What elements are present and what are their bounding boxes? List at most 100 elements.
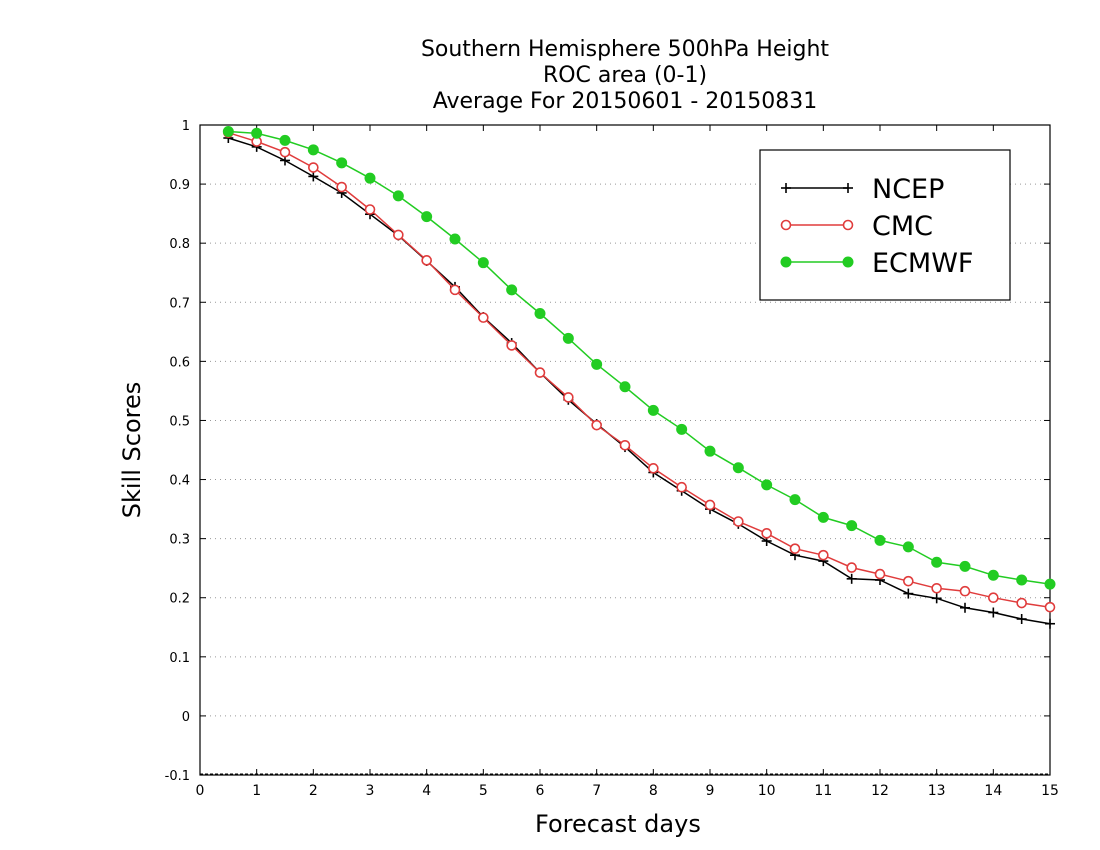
data-point [421, 255, 432, 266]
data-point [534, 367, 546, 378]
data-point [364, 204, 376, 215]
y-tick-label: 0.3 [169, 533, 190, 548]
x-tick-label: 0 [196, 783, 205, 799]
data-point [874, 568, 886, 580]
data-point [704, 499, 716, 511]
x-tick-label: 6 [536, 783, 545, 799]
legend-marker [842, 256, 854, 268]
data-point [421, 211, 433, 223]
x-tick-label: 12 [871, 783, 889, 799]
legend-marker [842, 219, 854, 231]
data-point [449, 284, 461, 296]
x-tick-label: 10 [758, 783, 776, 799]
legend-label: NCEP [872, 174, 944, 205]
data-point [732, 462, 744, 474]
chart-title-line-1: Southern Hemisphere 500hPa Height [420, 37, 830, 62]
data-point [903, 575, 914, 587]
data-point [846, 562, 857, 573]
data-point [1016, 574, 1028, 586]
data-point [1016, 597, 1027, 609]
data-point [279, 146, 291, 158]
x-tick-label: 13 [928, 783, 946, 799]
axes: -0.100.10.20.30.40.50.60.70.80.910 1 2 3 4 5 6… [165, 119, 1059, 799]
series-lines [222, 126, 1056, 629]
data-point [761, 528, 772, 539]
x-tick-label: 11 [814, 783, 832, 799]
x-tick-label: 4 [422, 783, 431, 799]
data-point [251, 127, 263, 139]
data-point [789, 494, 801, 506]
y-tick-label: 0.8 [169, 237, 190, 252]
data-point [392, 190, 404, 202]
data-point [336, 181, 347, 193]
data-point [562, 332, 574, 344]
y-tick-label: 0.2 [169, 592, 190, 607]
series-cmc [223, 127, 1056, 613]
data-point [307, 144, 319, 156]
x-tick-label: 3 [366, 783, 375, 799]
data-point [846, 520, 858, 532]
data-point [477, 257, 489, 269]
data-point [619, 381, 631, 393]
plot-frame [199, 124, 1051, 776]
data-point [818, 549, 829, 561]
x-tick-label: 7 [592, 783, 601, 799]
x-tick-label: 15 [1041, 783, 1059, 799]
data-point [676, 481, 687, 493]
y-axis-title: Skill Scores [118, 381, 146, 519]
data-point [619, 439, 631, 451]
data-point [931, 556, 943, 568]
data-point [817, 511, 829, 523]
series-ecmwf [222, 126, 1056, 590]
y-tick-label: -0.1 [165, 769, 190, 784]
data-point [1044, 601, 1056, 613]
data-point [959, 560, 971, 572]
data-point [733, 516, 744, 527]
data-point [874, 534, 886, 546]
data-point [279, 134, 291, 146]
y-tick-label: 0.7 [169, 296, 190, 311]
data-point [563, 392, 574, 403]
data-point [506, 284, 518, 296]
y-tick-label: 0.4 [169, 474, 190, 489]
y-tick-label: 0.5 [169, 414, 190, 429]
data-point [987, 569, 999, 581]
data-point [364, 172, 376, 184]
data-point [449, 233, 461, 245]
x-tick-label: 5 [479, 783, 488, 799]
y-tick-label: 1 [182, 119, 190, 134]
data-point [789, 543, 801, 554]
data-point [506, 340, 517, 351]
legend-item-cmc: CMC [780, 211, 933, 242]
data-point [393, 229, 404, 241]
y-tick-label: 0.6 [169, 355, 190, 370]
data-point [648, 463, 659, 474]
x-tick-label: 9 [706, 783, 715, 799]
data-point [931, 582, 942, 594]
chart-title-line-2: ROC area (0-1) [542, 63, 708, 88]
y-tick-label: 0.1 [169, 651, 190, 666]
data-point [478, 312, 489, 323]
x-tick-label: 1 [252, 783, 261, 799]
data-point [902, 541, 914, 553]
data-point [704, 445, 716, 457]
data-point [761, 479, 773, 491]
data-point [676, 423, 688, 435]
data-point [591, 358, 603, 370]
x-axis-title: Forecast days [535, 810, 701, 838]
data-point [308, 162, 319, 173]
data-point [222, 126, 234, 137]
data-point [647, 404, 659, 416]
y-tick-label: 0.9 [169, 178, 190, 193]
data-point [336, 157, 348, 169]
data-point [988, 592, 999, 604]
legend-item-ncep: NCEP [781, 174, 944, 205]
data-point [534, 308, 546, 319]
legend-marker [780, 219, 792, 231]
x-tick-label: 2 [309, 783, 318, 799]
x-tick-label: 14 [984, 783, 1002, 799]
chart-title-line-3: Average For 20150601 - 20150831 [432, 89, 818, 114]
legend-label: ECMWF [872, 248, 973, 279]
